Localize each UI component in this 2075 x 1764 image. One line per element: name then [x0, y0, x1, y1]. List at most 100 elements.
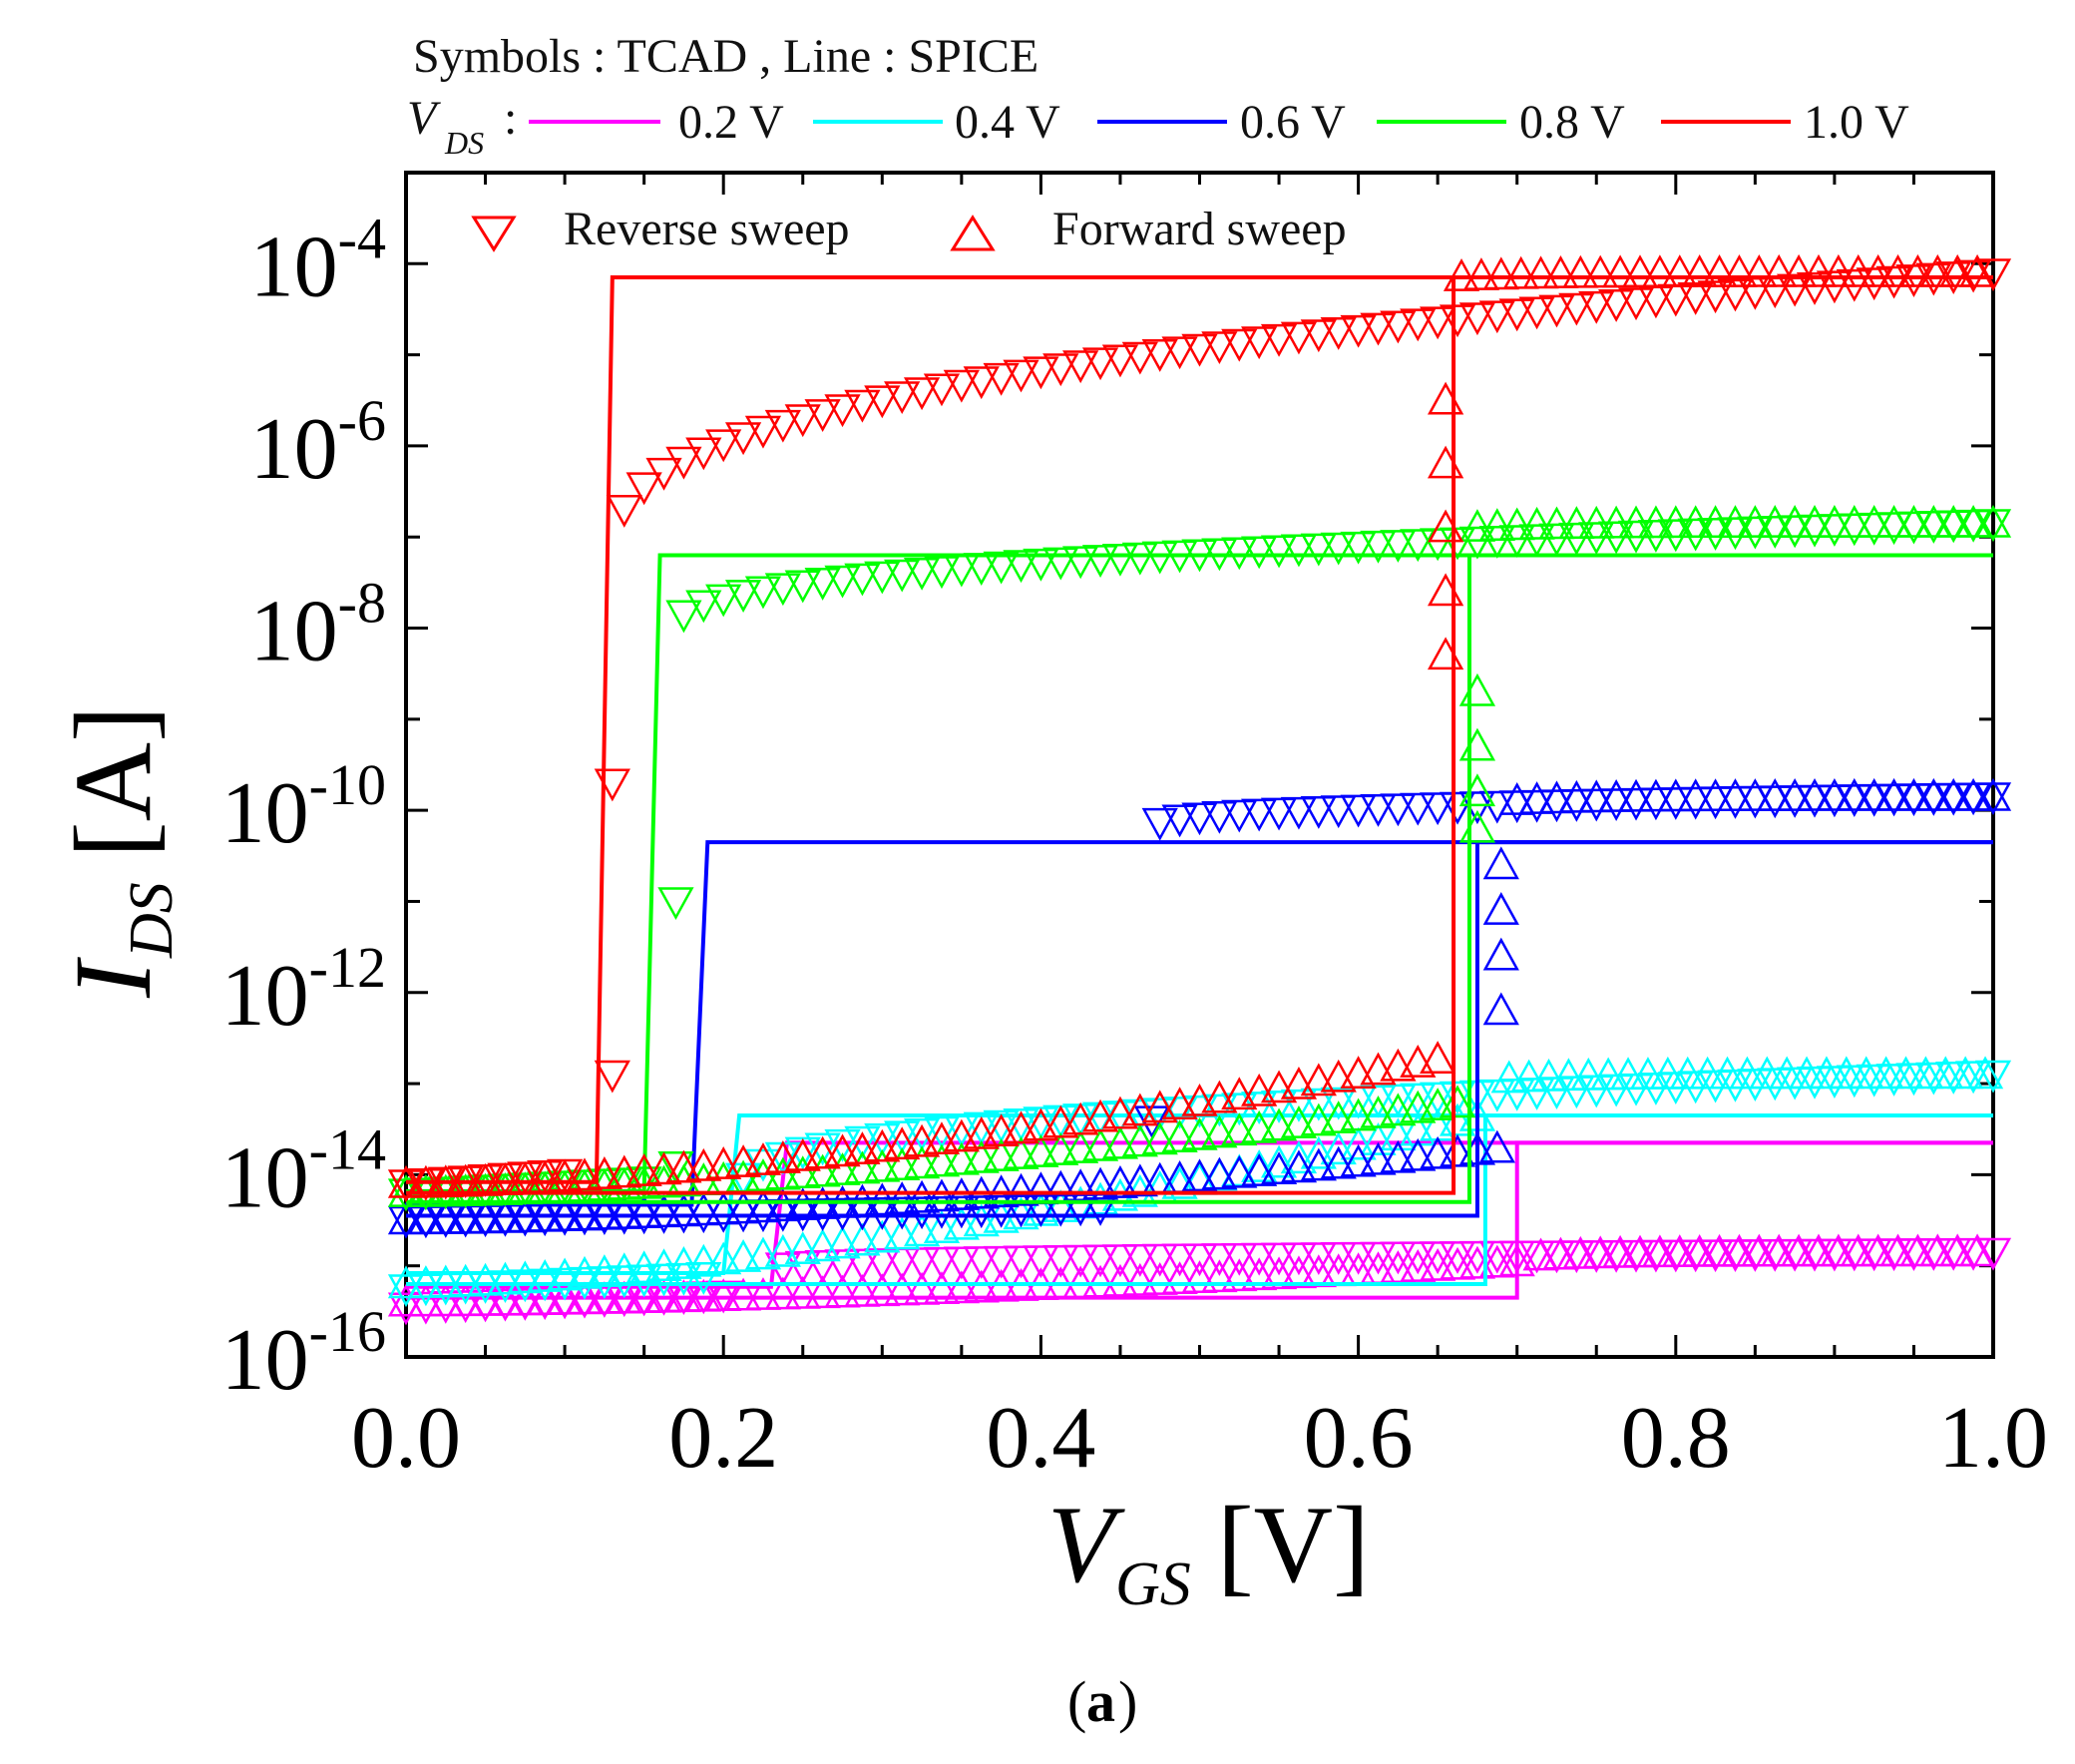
tcad-reverse-point	[1757, 1238, 1794, 1272]
tcad-reverse-point	[1300, 533, 1337, 567]
tcad-forward-point	[1641, 254, 1679, 288]
tcad-reverse-point	[1637, 1239, 1675, 1273]
tcad-forward-point	[625, 1280, 662, 1314]
tcad-forward-point	[1617, 778, 1655, 812]
tcad-forward-point	[1681, 1233, 1718, 1267]
tcad-reverse-point	[824, 1128, 861, 1162]
tcad-forward-point	[1510, 1059, 1547, 1093]
tcad-forward-point	[1241, 1153, 1278, 1186]
tcad-forward-point	[963, 1203, 1000, 1237]
tcad-forward-point	[764, 1233, 801, 1267]
tcad-reverse-point	[744, 415, 782, 449]
tcad-forward-jump-point	[1458, 727, 1496, 761]
tcad-reverse-point	[1360, 530, 1397, 564]
tcad-forward-point	[1201, 1080, 1238, 1113]
tcad-forward-point	[1081, 1264, 1119, 1298]
tcad-reverse-point	[923, 1246, 961, 1280]
caption-paren-open: (	[1067, 1669, 1086, 1734]
tcad-reverse-point	[685, 590, 722, 624]
tcad-reverse-point	[1260, 323, 1298, 357]
tcad-reverse-point	[1737, 516, 1774, 550]
tcad-reverse-point	[1777, 273, 1814, 307]
tcad-forward-point	[705, 1278, 742, 1312]
tcad-forward-point	[407, 1201, 445, 1235]
tcad-reverse-point	[1875, 1238, 1912, 1272]
tcad-forward-point	[566, 1168, 604, 1202]
tcad-forward-point	[1919, 253, 1956, 287]
tcad-forward-point	[407, 1283, 445, 1317]
tcad-forward-point	[1875, 504, 1912, 538]
tcad-reverse-point	[1578, 1240, 1615, 1273]
tcad-forward-point	[1400, 1249, 1437, 1282]
tcad-reverse-point	[1300, 1088, 1337, 1121]
tcad-reverse-point	[1518, 1240, 1555, 1274]
tcad-reverse-point	[1081, 1244, 1119, 1278]
tcad-forward-point	[1836, 504, 1872, 538]
tcad-forward-point	[665, 1193, 702, 1227]
tcad-forward-point	[1860, 1233, 1896, 1267]
x-tick-label: 0.4	[986, 1390, 1095, 1487]
tcad-reverse-point	[1458, 302, 1496, 336]
tcad-reverse-point	[1042, 1193, 1079, 1227]
tcad-forward-point	[1380, 1093, 1417, 1126]
tcad-reverse-point	[527, 1203, 564, 1237]
tcad-reverse-point	[1538, 294, 1575, 328]
tcad-forward-point	[1042, 1104, 1079, 1138]
tcad-forward-point	[1954, 504, 1992, 538]
tcad-forward-point	[1887, 1056, 1924, 1090]
tcad-forward-point	[1701, 254, 1738, 287]
tcad-reverse-point	[1757, 1068, 1794, 1102]
tcad-reverse-point	[943, 554, 980, 588]
tcad-reverse-point	[784, 570, 821, 604]
tcad-forward-point	[1954, 777, 1992, 811]
tcad-forward-point	[884, 1147, 921, 1180]
tcad-forward-point	[1498, 1243, 1535, 1277]
tcad-forward-point	[625, 1152, 662, 1186]
tcad-reverse-point	[804, 568, 841, 601]
axis-ticks	[404, 171, 1995, 1359]
tcad-forward-point	[903, 1145, 941, 1179]
tcad-forward-point	[606, 1154, 642, 1188]
tcad-reverse-point	[527, 1287, 564, 1321]
tcad-reverse-point	[1300, 319, 1337, 353]
tcad-reverse-point	[1697, 1239, 1734, 1273]
tcad-reverse-point	[963, 553, 1000, 586]
tcad-forward-point	[1260, 1151, 1298, 1185]
legend-label-0.4v: 0.4 V	[955, 96, 1060, 149]
tcad-reverse-point	[1101, 543, 1139, 577]
series-1.0v	[387, 253, 2012, 1203]
caption-letter: a	[1086, 1669, 1115, 1734]
tcad-forward-point	[1420, 1247, 1456, 1281]
tcad-reverse-point	[1717, 1239, 1754, 1273]
tcad-forward-point	[1757, 505, 1794, 538]
tcad-forward-point	[447, 1263, 484, 1297]
tcad-forward-point	[1380, 1250, 1417, 1283]
tcad-reverse-point	[1062, 350, 1099, 384]
tcad-reverse-point	[1003, 359, 1039, 393]
tcad-reverse-point	[1935, 510, 1972, 544]
tcad-forward-point	[844, 1131, 881, 1164]
tcad-forward-point	[387, 1265, 425, 1299]
tcad-forward-point	[764, 1140, 801, 1173]
tcad-reverse-point	[1954, 509, 1992, 543]
tcad-forward-point	[1121, 1093, 1158, 1126]
tcad-forward-point	[1042, 1132, 1079, 1165]
tcad-reverse-point	[1439, 1241, 1476, 1274]
tcad-forward-point	[1808, 1056, 1846, 1090]
tcad-forward-point	[1141, 1121, 1178, 1155]
tcad-reverse-jump-point	[657, 887, 694, 921]
tcad-forward-point	[1023, 1134, 1059, 1167]
spice-forward-line	[406, 553, 1993, 1204]
tcad-forward-point	[527, 1159, 564, 1193]
x-tick-label: 0.8	[1621, 1390, 1731, 1487]
series-layer	[387, 253, 2012, 1326]
tcad-forward-point	[1701, 1233, 1738, 1267]
tcad-forward-point	[1919, 1233, 1956, 1267]
tcad-reverse-point	[1538, 1077, 1575, 1110]
tcad-forward-point	[1458, 509, 1496, 542]
y-tick-label-base: 10	[221, 1129, 309, 1226]
tcad-reverse-point	[1161, 1243, 1198, 1277]
tcad-forward-point	[1958, 1233, 1996, 1267]
tcad-forward-point	[447, 1200, 484, 1234]
tcad-forward-point	[1935, 777, 1972, 811]
